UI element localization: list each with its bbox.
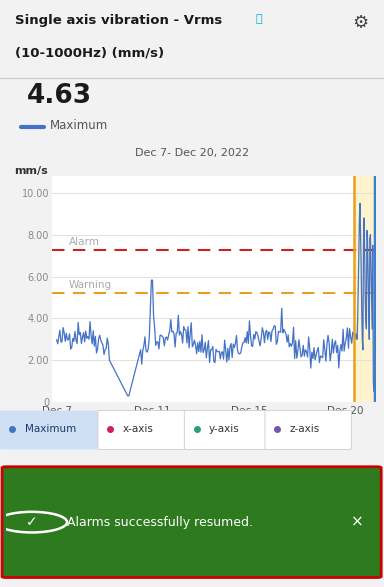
FancyBboxPatch shape [184, 410, 267, 450]
Text: x-axis: x-axis [122, 424, 153, 434]
FancyBboxPatch shape [265, 410, 351, 450]
Text: Maximum: Maximum [25, 424, 76, 434]
Text: ×: × [351, 515, 363, 529]
FancyBboxPatch shape [0, 410, 98, 450]
Text: ⚙: ⚙ [353, 14, 369, 32]
FancyBboxPatch shape [2, 467, 381, 578]
Text: ⓘ: ⓘ [255, 14, 262, 23]
Text: Maximum: Maximum [50, 119, 108, 132]
Text: 4.63: 4.63 [27, 83, 92, 109]
Text: y-axis: y-axis [209, 424, 240, 434]
Text: Dec 7- Dec 20, 2022: Dec 7- Dec 20, 2022 [135, 148, 249, 158]
Text: ✓: ✓ [26, 515, 38, 529]
FancyBboxPatch shape [98, 410, 186, 450]
Text: Single axis vibration - Vrms: Single axis vibration - Vrms [15, 14, 223, 28]
Text: (10-1000Hz) (mm/s): (10-1000Hz) (mm/s) [15, 46, 164, 59]
Text: z-axis: z-axis [290, 424, 320, 434]
Text: Alarms successfully resumed.: Alarms successfully resumed. [67, 515, 253, 529]
Text: Alarm: Alarm [69, 237, 99, 247]
Text: mm/s: mm/s [14, 166, 48, 176]
Text: Warning: Warning [69, 279, 112, 289]
Bar [354, 176, 375, 402]
